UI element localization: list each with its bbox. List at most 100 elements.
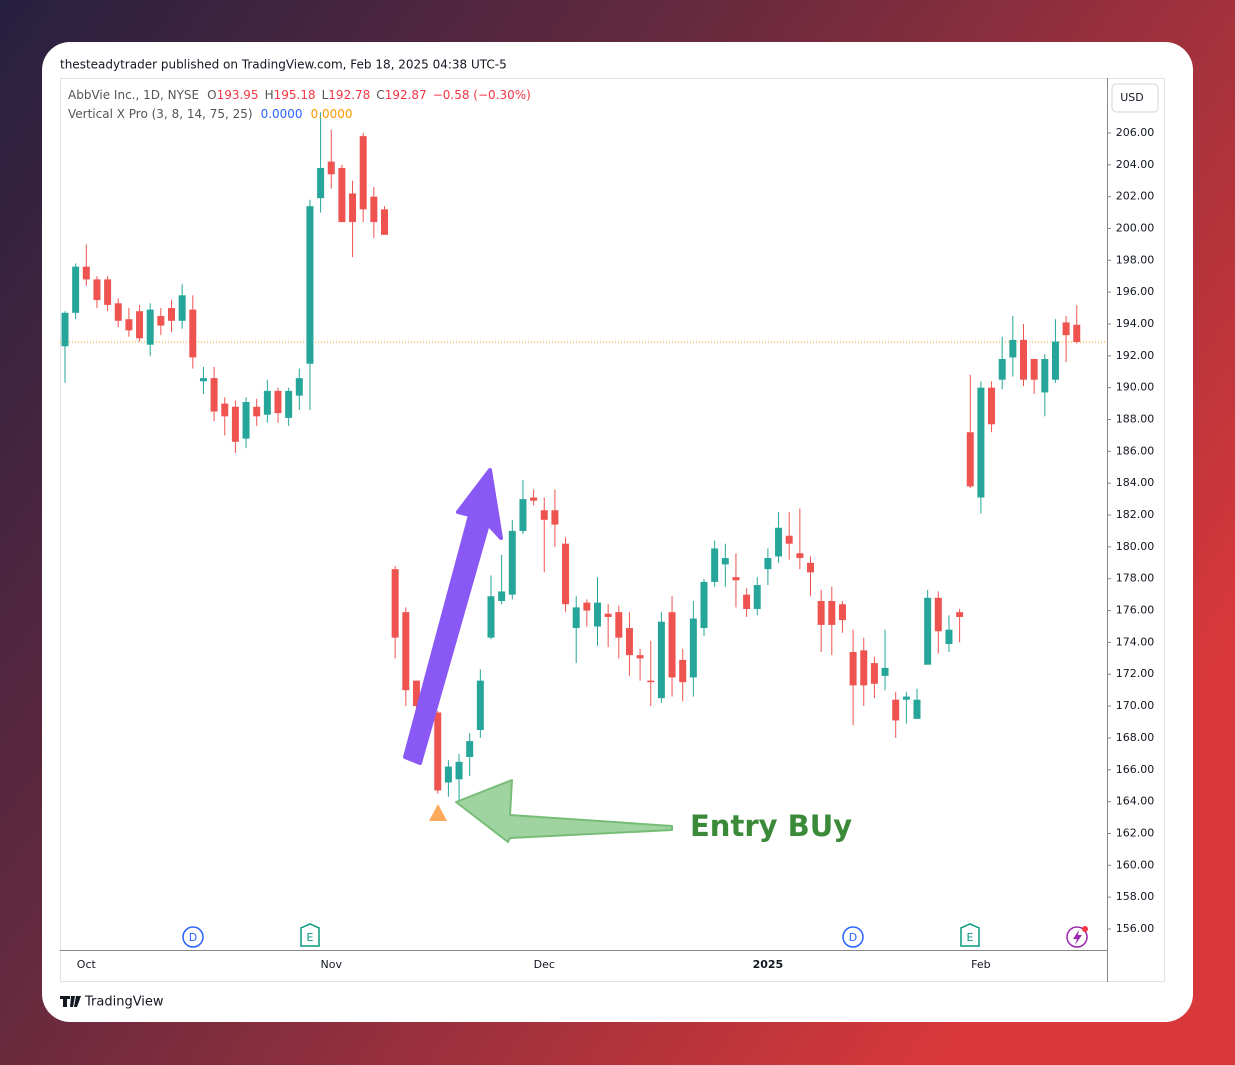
legend: AbbVie Inc., 1D, NYSE O193.95 H195.18 L192.… [68, 88, 531, 102]
candle-body [807, 562, 814, 573]
candle-body [796, 553, 804, 559]
candle-body [519, 499, 527, 531]
candle-body [317, 167, 325, 199]
candle-body [349, 193, 357, 223]
indicator: Vertical X Pro (3, 8, 14, 75, 25) 0.0000 0… [68, 107, 353, 121]
candle-body [881, 667, 889, 676]
candle-body [1062, 322, 1070, 336]
header: thesteadytrader published on TradingView… [60, 58, 507, 72]
event-label: D [189, 931, 197, 944]
candle-body [82, 266, 90, 280]
candle-body [136, 311, 144, 339]
entry-arrow [455, 779, 673, 843]
y-tick-label: 168.00 [1116, 731, 1155, 744]
candle-body [370, 196, 378, 223]
candle-body [466, 741, 474, 758]
currency-box [1111, 83, 1159, 113]
y-tick-label: 176.00 [1116, 604, 1155, 617]
y-tick-label: 192.00 [1116, 349, 1155, 362]
candle-body [114, 303, 122, 321]
y-tick-label: 182.00 [1116, 508, 1155, 521]
y-tick-label: 180.00 [1116, 540, 1155, 553]
candle-body [604, 613, 612, 617]
candle-body [892, 699, 900, 721]
candle-body [849, 651, 857, 686]
candle-body [1041, 359, 1049, 393]
x-tick-label: 2025 [753, 958, 784, 971]
lightning [1073, 930, 1082, 945]
candle-body [657, 621, 665, 699]
candle-body [168, 308, 175, 321]
event-label: D [849, 931, 857, 944]
indicator-name: Vertical X Pro (3, 8, 14, 75, 25) [68, 107, 253, 121]
candle-body [285, 390, 293, 418]
candle-body [199, 378, 207, 382]
candle-body [455, 761, 463, 780]
candle-body [221, 403, 229, 417]
logo [60, 996, 81, 1007]
chart-frame [60, 78, 1165, 982]
ohlc-key: L [322, 88, 329, 102]
candle-body [743, 594, 751, 609]
x-tick-label: Nov [321, 958, 343, 971]
candle-body [391, 569, 399, 638]
y-tick-label: 204.00 [1116, 158, 1155, 171]
candle-body [295, 378, 303, 396]
candle-body [327, 161, 335, 175]
candle-body [1009, 339, 1017, 358]
candle-body [1030, 359, 1038, 380]
candle-body [711, 548, 719, 582]
y-tick-label: 174.00 [1116, 635, 1155, 648]
candle-body [913, 699, 921, 719]
candle-body [572, 607, 580, 629]
candle-body [902, 696, 910, 700]
y-tick-label: 186.00 [1116, 444, 1155, 457]
candle-body [530, 497, 538, 501]
event-icon [182, 926, 204, 948]
candle-body [487, 596, 495, 638]
y-tick-label: 194.00 [1116, 317, 1155, 330]
candle-body [242, 401, 250, 439]
candle-body [817, 601, 825, 625]
candle-body [583, 602, 591, 611]
y-tick-label: 162.00 [1116, 826, 1155, 839]
candle-body [263, 390, 271, 415]
candle-body [721, 558, 729, 565]
candle-body [1051, 341, 1059, 380]
indicator-value: 0.0000 [311, 107, 353, 121]
candle-body [924, 597, 932, 665]
candle-body [934, 597, 942, 632]
candle-body [210, 378, 218, 412]
plot [60, 112, 1107, 802]
candle-body [444, 766, 452, 783]
ohlc-value: 195.18 [274, 88, 316, 102]
ohlc-value: 192.87 [385, 88, 427, 102]
candle-body [689, 618, 697, 678]
candle-body [945, 629, 953, 644]
y-tick-label: 198.00 [1116, 253, 1155, 266]
candle-body [775, 527, 783, 557]
x-tick-label: Dec [534, 958, 555, 971]
candle-body [668, 612, 676, 678]
candle-body [625, 628, 633, 656]
candle-body [508, 530, 516, 595]
candle-body [338, 167, 346, 223]
candle-body [966, 432, 974, 487]
y-tick-label: 158.00 [1116, 890, 1155, 903]
candle-body [359, 136, 367, 210]
candle-body [562, 543, 570, 605]
candle-body [594, 602, 601, 627]
candle-body [551, 510, 559, 525]
y-tick-label: 178.00 [1116, 572, 1155, 585]
y-tick-label: 166.00 [1116, 763, 1155, 776]
candle-body [157, 316, 165, 326]
y-tick-label: 184.00 [1116, 476, 1155, 489]
candle-body [1073, 324, 1081, 342]
up-arrow [403, 468, 503, 765]
candle-body [274, 390, 282, 414]
candle-body [125, 319, 133, 331]
candle-body [956, 612, 964, 617]
candle-body [838, 604, 846, 621]
candle-body [253, 406, 261, 417]
